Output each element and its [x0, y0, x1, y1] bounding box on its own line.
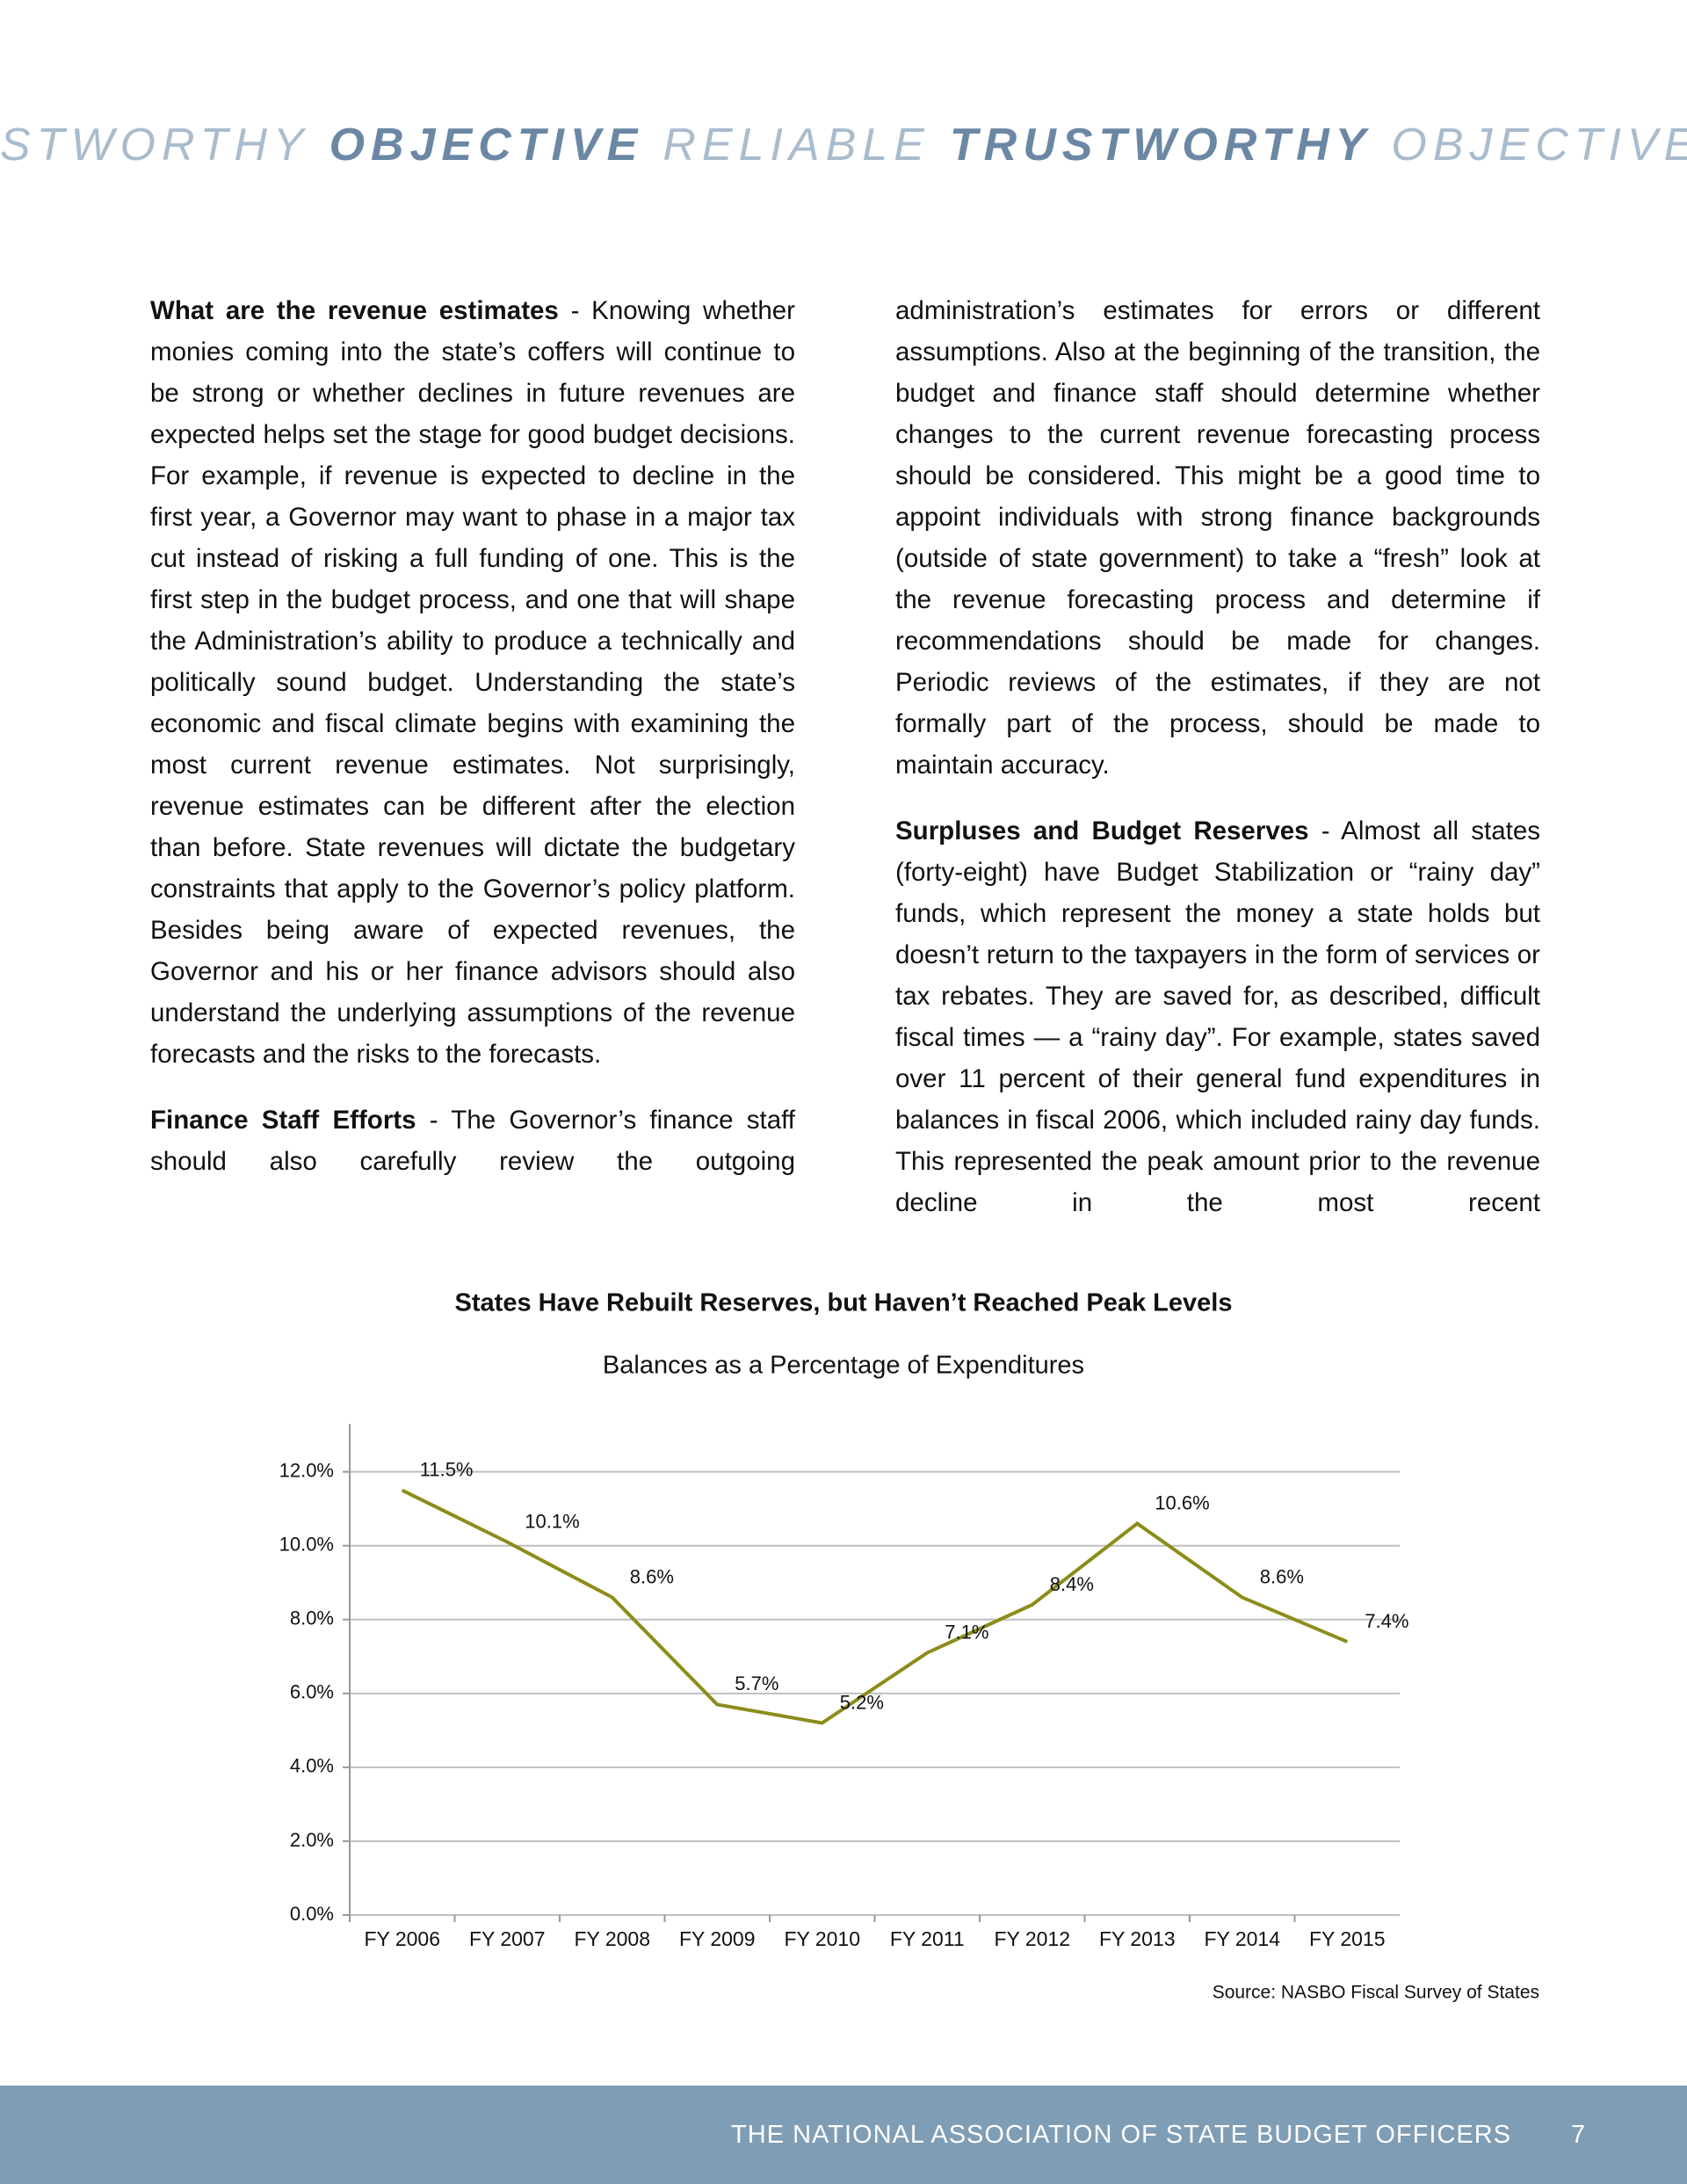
x-tick-label: FY 2015: [1309, 1927, 1386, 1950]
paragraph-text: - Knowing whether monies coming into the…: [150, 296, 795, 1069]
paragraph-text: - Almost all states (forty-eight) have B…: [895, 816, 1540, 1217]
y-tick-label: 10.0%: [279, 1534, 334, 1556]
footer-organization: THE NATIONAL ASSOCIATION OF STATE BUDGET…: [731, 2121, 1511, 2149]
y-tick-label: 0.0%: [290, 1903, 334, 1925]
page-number: 7: [1571, 2121, 1586, 2149]
data-label: 10.1%: [525, 1510, 579, 1532]
x-tick-label: FY 2012: [994, 1927, 1070, 1950]
banner-word: RELIABLE: [662, 120, 930, 171]
data-label: 8.4%: [1050, 1573, 1094, 1595]
data-label: 11.5%: [420, 1458, 474, 1480]
data-label: 5.7%: [735, 1672, 778, 1694]
lead: Surpluses and Budget Reserves: [895, 816, 1309, 845]
x-tick-label: FY 2007: [469, 1927, 546, 1950]
banner-word: STWORTHY: [0, 120, 310, 171]
x-tick-label: FY 2013: [1099, 1927, 1176, 1950]
y-tick-label: 8.0%: [290, 1607, 334, 1629]
banner: STWORTHY OBJECTIVE RELIABLE TRUSTWORTHY OBJE…: [0, 114, 1687, 176]
x-tick-label: FY 2011: [890, 1927, 965, 1950]
paragraph-text: administration’s estimates for errors or…: [895, 296, 1540, 780]
data-label: 8.6%: [630, 1565, 674, 1587]
chart: States Have Rebuilt Reserves, but Haven’…: [279, 1289, 1539, 2003]
y-tick-label: 2.0%: [290, 1829, 334, 1851]
banner-word: OBJECTIVE: [329, 120, 644, 171]
x-tick-label: FY 2009: [679, 1927, 756, 1950]
source: Source: NASBO Fiscal Survey of States: [1213, 1983, 1539, 2003]
y-tick-label: 12.0%: [279, 1459, 334, 1481]
left-column: What are the revenue estimates - Knowing…: [150, 290, 795, 1207]
lead: What are the revenue estimates: [150, 296, 559, 325]
footer: THE NATIONAL ASSOCIATION OF STATE BUDGET…: [0, 2086, 1687, 2184]
paragraph: Finance Staff Efforts - The Governor’s f…: [150, 1099, 795, 1182]
line: [401, 1488, 1349, 1725]
chart-title: States Have Rebuilt Reserves, but Haven’…: [455, 1289, 1233, 1317]
chart-subtitle: Balances as a Percentage of Expenditures: [603, 1352, 1084, 1380]
data-label: 10.6%: [1155, 1491, 1209, 1513]
x-tick-label: FY 2008: [574, 1927, 650, 1950]
right-column: administration’s estimates for errors or…: [895, 290, 1540, 1248]
x-tick-label: FY 2014: [1204, 1927, 1280, 1950]
x-tick-label: FY 2010: [784, 1927, 860, 1950]
banner-word: TRUSTWORTHY: [949, 120, 1372, 171]
paragraph: Surpluses and Budget Reserves - Almost a…: [895, 810, 1540, 1223]
y-tick-label: 6.0%: [290, 1681, 334, 1703]
paragraph-text: - The Governor’s finance staff should al…: [150, 1106, 795, 1176]
banner-word: OBJECTIVE: [1391, 120, 1687, 171]
data-label: 7.4%: [1365, 1610, 1408, 1632]
data-label: 5.2%: [840, 1691, 884, 1713]
lead: Finance Staff Efforts: [150, 1106, 416, 1135]
data-label: 7.1%: [945, 1621, 988, 1643]
paragraph: administration’s estimates for errors or…: [895, 290, 1540, 786]
paragraph: What are the revenue estimates - Knowing…: [150, 290, 795, 1075]
y-tick-label: 4.0%: [290, 1755, 334, 1777]
x-tick-label: FY 2006: [364, 1927, 440, 1950]
data-label: 8.6%: [1260, 1565, 1304, 1587]
